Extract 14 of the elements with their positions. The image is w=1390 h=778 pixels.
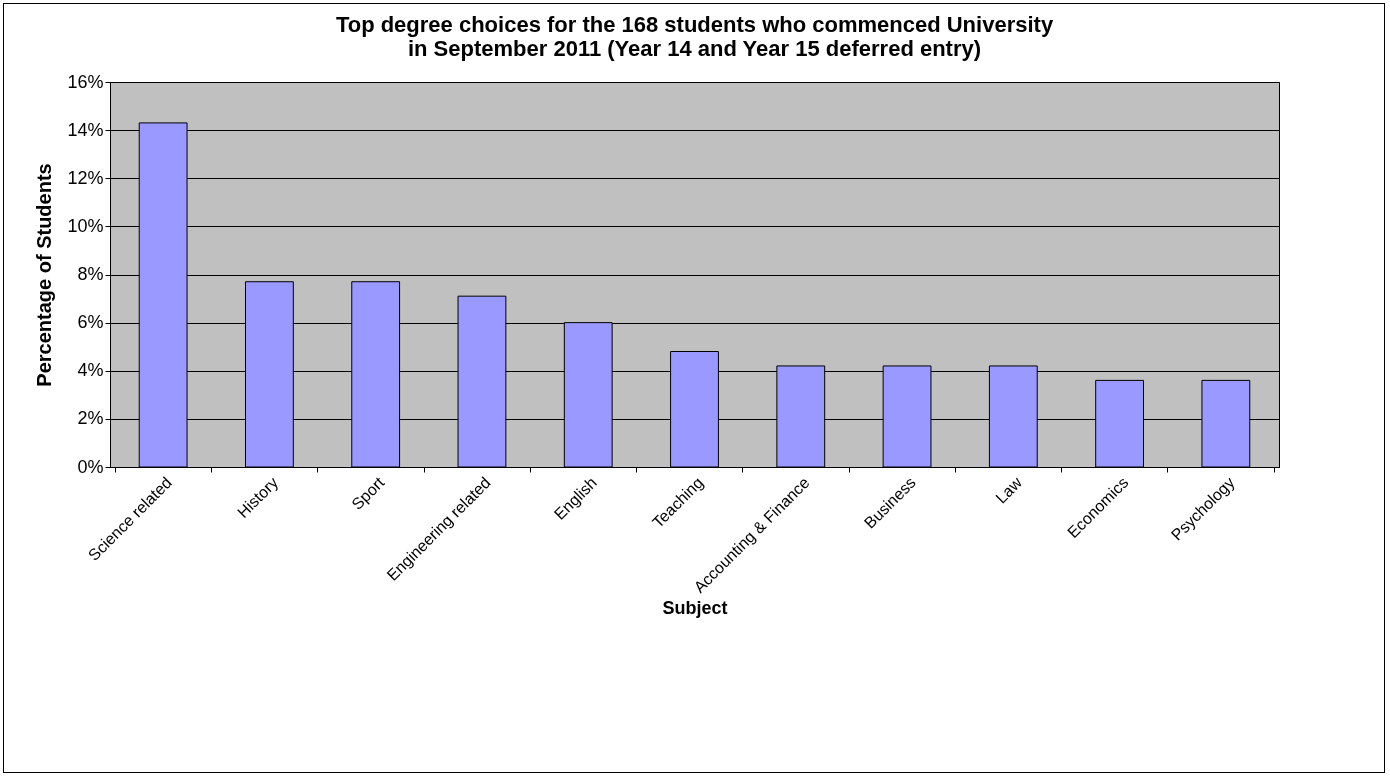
y-tick-label: 14%	[67, 119, 104, 140]
y-axis-title: Percentage of Students	[33, 163, 56, 387]
text: in September 2011 (Year 14 and Year 15 deferred entry)	[407, 36, 982, 61]
y-tick-label: 10%	[67, 215, 104, 236]
text: Top degree choices for the 168 students who commenced University	[335, 12, 1054, 37]
x-axis-title: Subject	[662, 597, 728, 618]
y-tick-label: 12%	[67, 167, 104, 188]
y-tick-label: 4%	[77, 360, 104, 381]
y-tick-label: 6%	[77, 312, 104, 333]
y-tick-label: 8%	[77, 264, 104, 284]
y-tick-label: 2%	[77, 408, 104, 429]
y-tick-label: 16%	[67, 71, 104, 92]
x-tick-label: Law	[992, 473, 1026, 507]
y-tick-label: 0%	[77, 456, 104, 477]
